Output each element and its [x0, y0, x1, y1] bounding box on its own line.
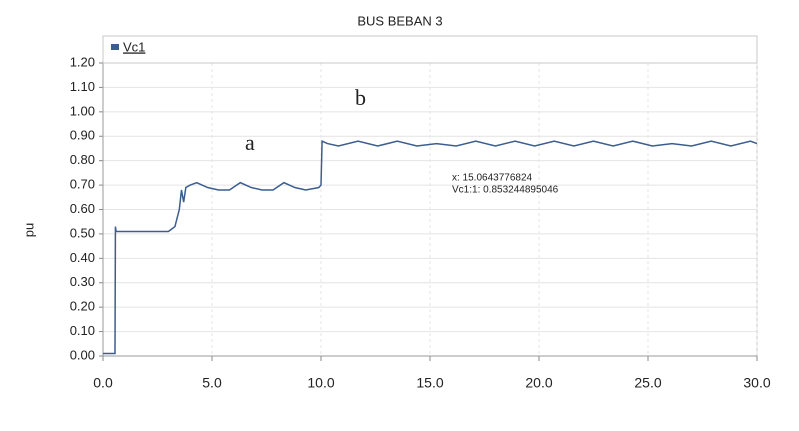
legend-swatch [111, 44, 119, 50]
annotation: x: 15.0643776824 [452, 173, 533, 184]
legend-label: Vc1 [123, 39, 145, 54]
chart-title: BUS BEBAN 3 [357, 13, 442, 28]
y-tick-label: 0.40 [70, 250, 95, 265]
x-tick-label: 25.0 [634, 375, 661, 391]
x-tick-label: 10.0 [307, 375, 334, 391]
x-tick-label: 0.0 [93, 375, 113, 391]
y-tick-label: 0.60 [70, 201, 95, 216]
y-tick-label: 0.80 [70, 152, 95, 167]
y-tick-label: 0.00 [70, 347, 95, 362]
series-line [103, 139, 758, 355]
y-tick-label: 0.10 [70, 323, 95, 338]
x-tick-label: 5.0 [202, 375, 222, 391]
x-tick-label: 20.0 [525, 375, 552, 391]
x-tick-label: 30.0 [743, 375, 770, 391]
annotation: b [355, 85, 366, 110]
y-tick-label: 1.20 [70, 54, 95, 69]
y-tick-label: 0.20 [70, 299, 95, 314]
annotation: Vc1:1: 0.853244895046 [452, 185, 559, 196]
y-tick-label: 0.70 [70, 177, 95, 192]
y-tick-label: 0.90 [70, 128, 95, 143]
y-tick-label: 0.50 [70, 225, 95, 240]
y-axis-label: pu [21, 223, 36, 237]
annotation: a [245, 130, 255, 155]
y-tick-label: 1.10 [70, 79, 95, 94]
x-tick-label: 15.0 [416, 375, 443, 391]
y-tick-label: 1.00 [70, 103, 95, 118]
y-tick-label: 0.30 [70, 274, 95, 289]
